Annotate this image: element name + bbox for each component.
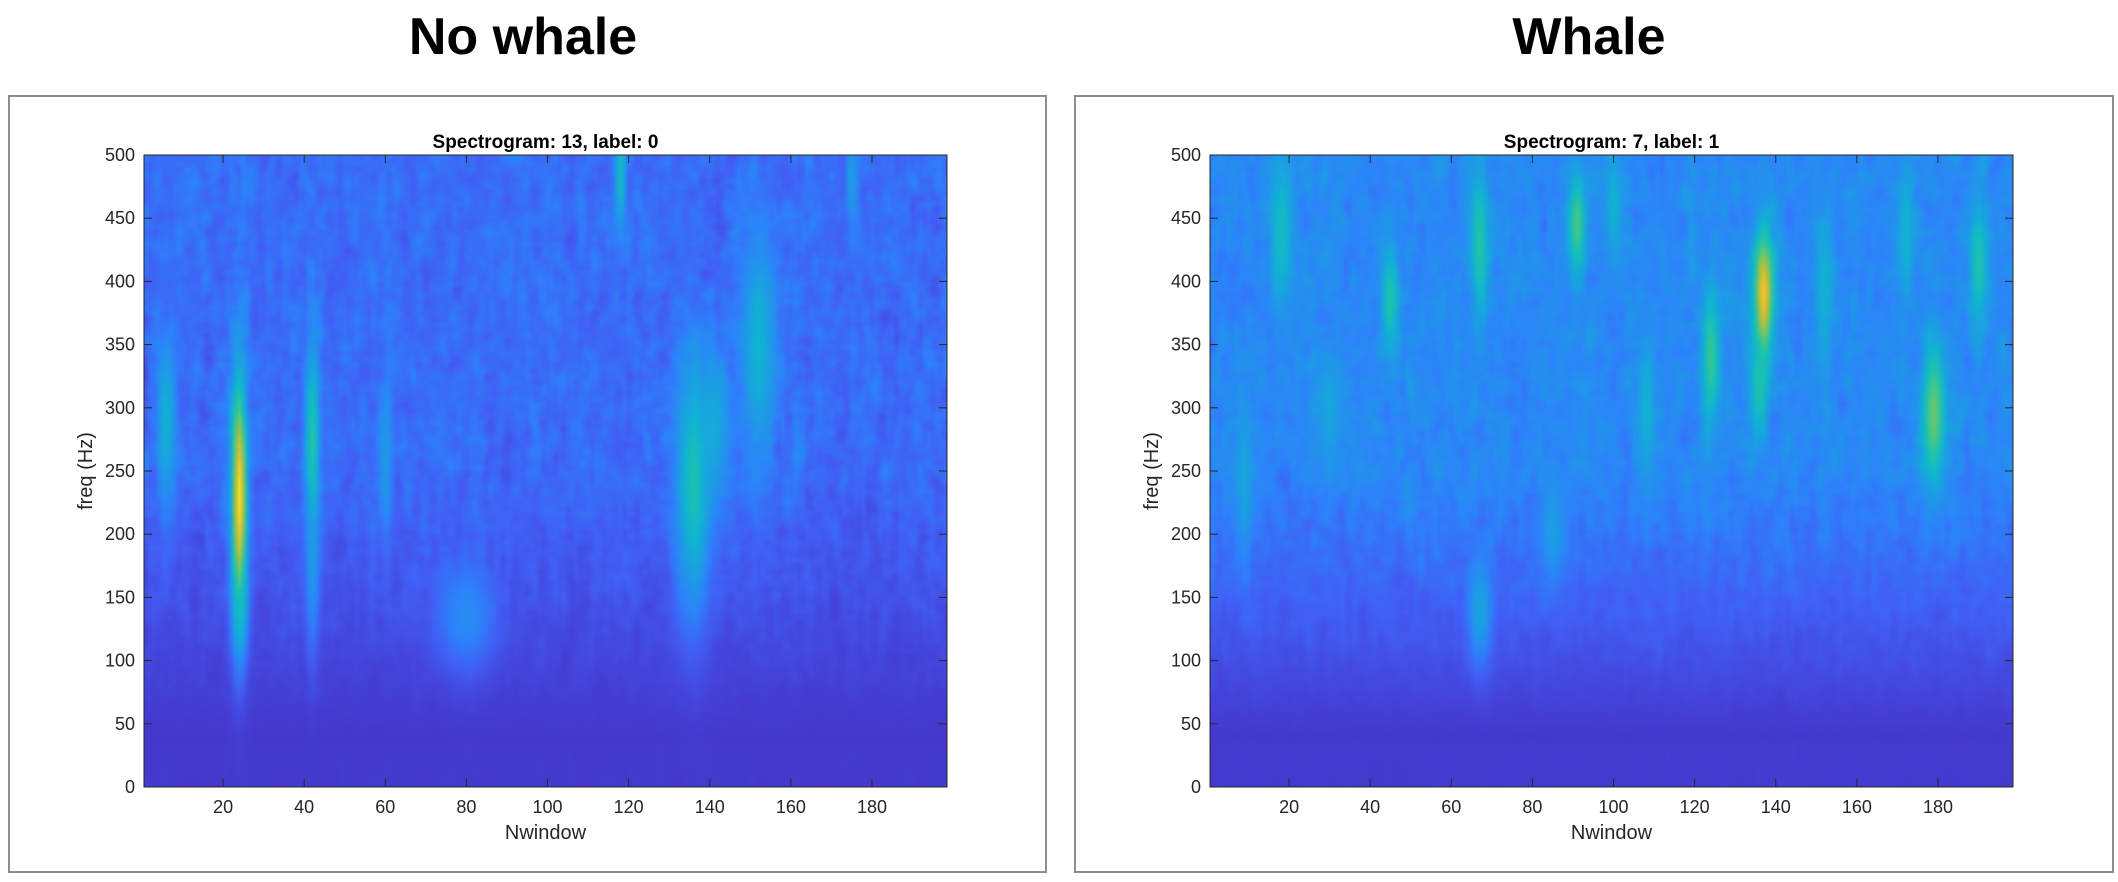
y-tick-label: 150 [105,587,135,607]
y-tick-label: 0 [125,777,135,797]
figure-frame-no-whale: 0 50 100 150 200 250 300 350 400 450 500 20 40 60 80 10… [8,95,1047,873]
y-tick-label: 50 [115,714,135,734]
y-tick-label: 150 [1171,587,1201,607]
y-tick-label: 100 [1171,651,1201,671]
x-tick-label: 20 [213,797,233,817]
y-tick-label: 500 [1171,145,1201,165]
y-tick-label: 450 [105,208,135,228]
figure-frame-whale: 0 50 100 150 200 250 300 350 400 450 500 20 40 60 80 10… [1074,95,2114,873]
y-tick-label: 300 [1171,398,1201,418]
x-tick-label: 40 [1360,797,1380,817]
y-tick-label: 450 [1171,208,1201,228]
x-tick-label: 180 [857,797,887,817]
spectrogram-heatmap [1210,155,2013,787]
x-tick-label: 120 [614,797,644,817]
panel-heading-no-whale: No whale [408,8,638,66]
y-tick-label: 200 [1171,524,1201,544]
y-tick-label: 250 [105,461,135,481]
x-axis-label: Nwindow [505,822,587,844]
plot-title: Spectrogram: 13, label: 0 [433,132,659,153]
y-tick-label: 500 [105,145,135,165]
x-tick-label: 60 [375,797,395,817]
x-tick-label: 140 [1761,797,1791,817]
y-tick-label: 0 [1191,777,1201,797]
spectrogram-chart-whale: 0 50 100 150 200 250 300 350 400 450 500 20 40 60 80 10… [1141,132,2014,844]
x-axis-label: Nwindow [1571,822,1653,844]
x-tick-label: 60 [1441,797,1461,817]
x-tick-label: 80 [456,797,476,817]
x-tick-label: 100 [1599,797,1629,817]
x-tick-label: 140 [695,797,725,817]
y-tick-label: 350 [1171,335,1201,355]
x-tick-label: 100 [533,797,563,817]
spectrogram-heatmap [144,155,947,787]
y-tick-label: 250 [1171,461,1201,481]
y-tick-label: 200 [105,524,135,544]
x-tick-label: 180 [1923,797,1953,817]
panel-heading-whale: Whale [1512,8,1666,66]
y-tick-label: 400 [1171,271,1201,291]
y-axis-label: freq (Hz) [75,432,97,510]
x-tick-label: 20 [1279,797,1299,817]
y-tick-label: 400 [105,271,135,291]
x-tick-label: 80 [1522,797,1542,817]
x-tick-label: 160 [776,797,806,817]
y-axis-label: freq (Hz) [1141,432,1163,510]
x-tick-label: 120 [1680,797,1710,817]
plot-title: Spectrogram: 7, label: 1 [1504,132,1720,153]
spectrogram-chart-no-whale: 0 50 100 150 200 250 300 350 400 450 500 20 40 60 80 10… [75,132,948,844]
y-tick-label: 300 [105,398,135,418]
x-tick-label: 40 [294,797,314,817]
y-tick-label: 50 [1181,714,1201,734]
y-tick-label: 100 [105,651,135,671]
x-tick-label: 160 [1842,797,1872,817]
y-tick-label: 350 [105,335,135,355]
